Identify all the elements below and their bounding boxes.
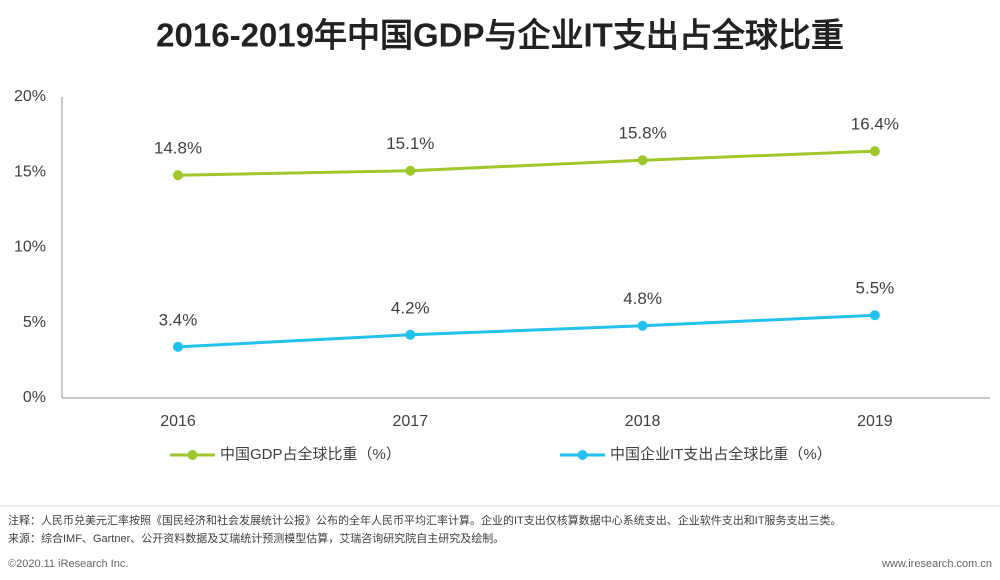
y-tick-label: 10% (14, 239, 46, 256)
y-tick-label: 0% (23, 389, 46, 406)
legend-marker (187, 450, 198, 460)
data-label: 5.5% (856, 279, 895, 298)
legend-label: 中国企业IT支出占全球比重（%） (610, 445, 832, 463)
chart-title: 2016-2019年中国GDP与企业IT支出占全球比重 (156, 17, 844, 54)
data-label: 3.4% (159, 310, 198, 329)
legend-marker (577, 450, 588, 460)
x-tick-label: 2016 (160, 413, 196, 430)
x-tick-label: 2017 (393, 413, 429, 430)
series-line (177, 313, 875, 349)
data-point (405, 165, 416, 176)
y-tick-label: 15% (14, 163, 46, 180)
data-point (405, 329, 416, 340)
data-point (869, 146, 880, 157)
data-point (173, 341, 183, 352)
data-point (869, 310, 880, 321)
legend-label: 中国GDP占全球比重（%） (220, 445, 401, 463)
copyright: ©2020.11 iResearch Inc. (8, 558, 128, 570)
x-tick-label: 2019 (857, 413, 893, 430)
x-tick-label: 2018 (625, 413, 661, 430)
data-label: 14.8% (154, 139, 202, 158)
data-point (637, 320, 648, 331)
source: 来源：综合IMF、Gartner、公开资料数据及艾瑞统计预测模型估算，艾瑞咨询研… (8, 531, 504, 545)
data-point (637, 155, 648, 166)
website: www.iresearch.com.cn (881, 558, 992, 570)
y-tick-label: 5% (23, 314, 46, 331)
data-label: 4.2% (391, 298, 430, 317)
data-label: 16.4% (851, 115, 899, 134)
data-label: 15.8% (618, 124, 666, 143)
note: 注释：人民币兑美元汇率按照《国民经济和社会发展统计公报》公布的全年人民币平均汇率… (8, 513, 842, 527)
data-label: 15.1% (386, 134, 434, 153)
data-point (173, 170, 183, 181)
series-line (177, 149, 875, 177)
y-tick-label: 20% (14, 88, 46, 105)
data-label: 4.8% (623, 289, 662, 308)
